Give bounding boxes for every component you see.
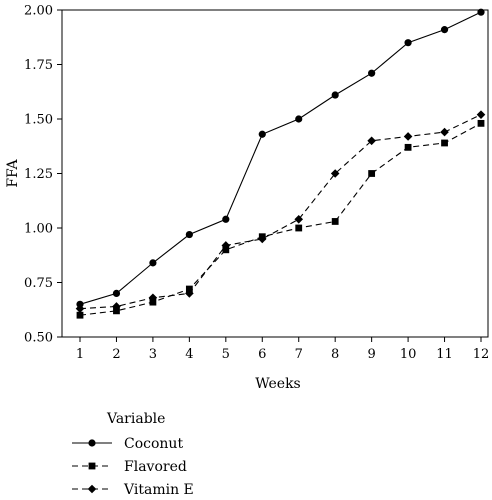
- data-point: [185, 289, 194, 298]
- y-tick-label: 1.50: [24, 113, 53, 128]
- data-point: [113, 307, 120, 315]
- axes: [57, 9, 489, 342]
- data-point: [331, 218, 339, 225]
- legend: Variable Coconut Flavored Vitamin E: [72, 411, 194, 498]
- x-tick-label: 5: [222, 347, 230, 362]
- data-point: [477, 119, 485, 127]
- x-tick-label: 3: [149, 347, 157, 362]
- y-tick-label: 1.25: [24, 167, 53, 182]
- x-tick-label: 12: [473, 347, 490, 362]
- legend-label: Coconut: [124, 436, 183, 452]
- data-point: [257, 234, 267, 244]
- series-coconut: [76, 8, 485, 308]
- legend-label: Vitamin E: [123, 482, 194, 498]
- data-point: [222, 215, 230, 223]
- data-point: [404, 39, 412, 47]
- legend-label: Flavored: [124, 459, 187, 475]
- x-tick-label: 6: [258, 347, 266, 362]
- data-point: [440, 26, 449, 34]
- tick-labels: 0.500.751.001.251.501.752.001 2 3 4 5 6 7 8 9 10 1…: [24, 4, 489, 363]
- x-tick-label: 11: [436, 347, 453, 362]
- data-point: [76, 300, 84, 308]
- data-point: [440, 127, 449, 137]
- data-point: [185, 230, 193, 239]
- series-line: [79, 11, 482, 305]
- data-point: [404, 143, 412, 151]
- data-point: [76, 311, 84, 319]
- data-point: [112, 289, 121, 297]
- data-point: [476, 110, 486, 119]
- legend-item: Vitamin E: [72, 482, 194, 498]
- series-group: [75, 8, 486, 319]
- data-point: [149, 298, 157, 306]
- data-point: [149, 259, 157, 267]
- y-tick-label: 1.75: [24, 58, 53, 73]
- x-axis-title: Weeks: [255, 376, 301, 392]
- x-tick-label: 1: [76, 347, 84, 362]
- x-tick-label: 9: [367, 347, 375, 362]
- data-point: [368, 170, 376, 177]
- data-point: [367, 136, 376, 146]
- y-tick-label: 2.00: [24, 4, 53, 19]
- legend-title: Variable: [106, 411, 165, 427]
- series-line: [79, 122, 482, 316]
- data-point: [330, 169, 340, 178]
- x-tick-label: 8: [331, 347, 339, 362]
- data-point: [294, 214, 304, 224]
- x-tick-label: 7: [295, 347, 303, 362]
- plot-frame: [61, 9, 489, 338]
- x-tick-label: 2: [112, 347, 120, 362]
- data-point: [222, 246, 230, 254]
- series-flavored: [76, 119, 485, 319]
- x-tick-label: 10: [400, 347, 417, 362]
- x-tick-label: 4: [185, 347, 193, 362]
- data-point: [221, 241, 231, 250]
- data-point: [88, 439, 96, 447]
- legend-item: Coconut: [72, 436, 183, 452]
- y-tick-label: 1.00: [24, 222, 53, 237]
- data-point: [403, 132, 413, 141]
- data-point: [148, 293, 158, 303]
- data-point: [185, 285, 193, 293]
- y-tick-label: 0.50: [24, 331, 53, 346]
- data-point: [477, 8, 485, 16]
- data-point: [368, 69, 376, 77]
- data-point: [258, 130, 266, 138]
- data-point: [331, 91, 339, 99]
- data-point: [295, 224, 303, 232]
- data-point: [75, 304, 85, 313]
- data-point: [295, 115, 303, 123]
- data-point: [441, 139, 448, 147]
- data-point: [88, 462, 96, 470]
- data-point: [87, 484, 97, 494]
- data-point: [112, 302, 121, 311]
- legend-item: Flavored: [72, 459, 187, 475]
- y-axis-title: FFA: [5, 158, 21, 187]
- series-line: [79, 114, 482, 310]
- y-tick-label: 0.75: [24, 276, 53, 291]
- series-vitamin-e: [75, 110, 486, 313]
